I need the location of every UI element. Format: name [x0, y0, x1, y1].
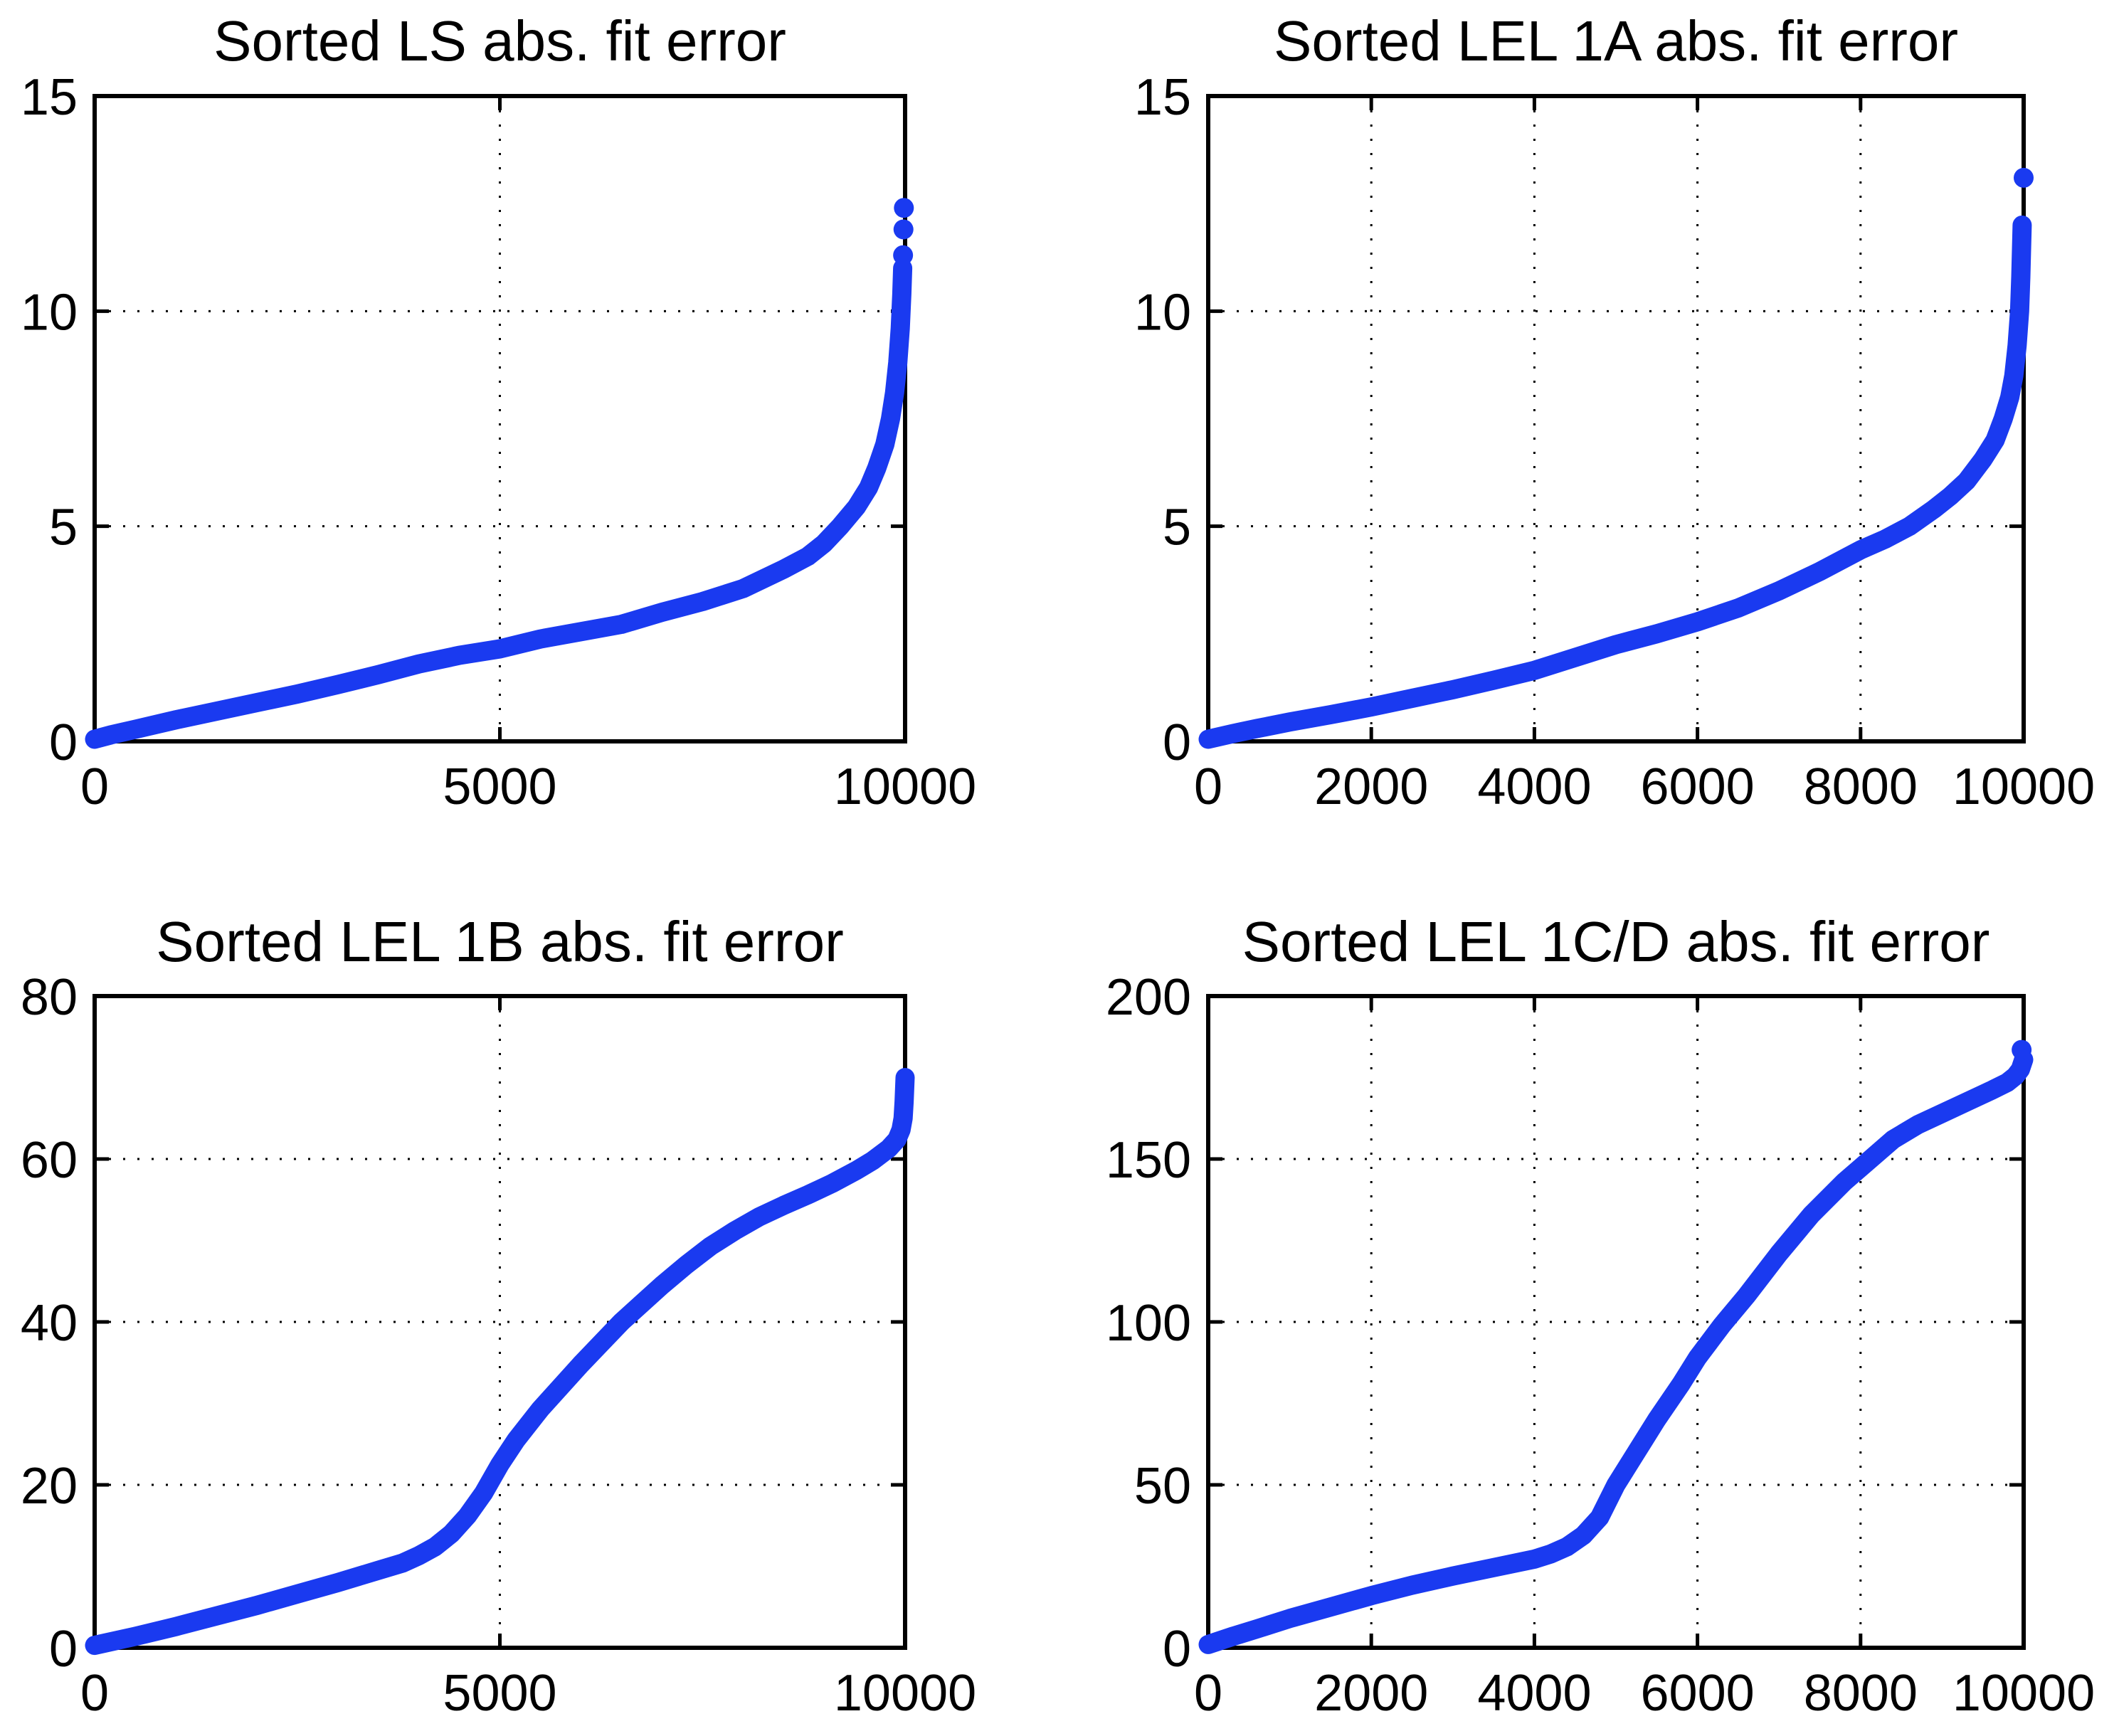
x-tick-label: 8000 [1804, 758, 1918, 815]
x-tick-label: 6000 [1641, 758, 1755, 815]
y-tick-label: 150 [1106, 1132, 1191, 1189]
y-tick-label: 0 [49, 714, 78, 771]
axes-box [1206, 994, 2026, 1650]
y-tick-label: 80 [21, 969, 78, 1026]
y-tick-label: 20 [21, 1458, 78, 1515]
y-tick-label: 5 [49, 499, 78, 556]
outlier-point [2014, 167, 2034, 188]
axes-box [1206, 94, 2026, 743]
x-tick-label: 4000 [1477, 758, 1591, 815]
outlier-point [893, 219, 914, 240]
y-tick-label: 10 [1134, 284, 1191, 341]
y-tick-label: 200 [1106, 969, 1191, 1026]
x-tick-label: 10000 [1952, 1665, 2095, 1722]
x-tick-label: 10000 [834, 758, 976, 815]
x-tick-label: 2000 [1314, 758, 1428, 815]
x-tick-label: 0 [80, 1665, 109, 1722]
outlier-point [894, 198, 914, 218]
y-tick-label: 15 [1134, 69, 1191, 126]
outlier-point [2012, 1039, 2032, 1060]
x-tick-label: 0 [80, 758, 109, 815]
x-tick-label: 4000 [1477, 1665, 1591, 1722]
y-tick-label: 40 [21, 1295, 78, 1352]
plot-lel-1b: 0 5000 10000 0 20 40 60 80 [21, 969, 976, 1722]
axes-box [93, 994, 907, 1650]
x-tick-label: 8000 [1804, 1665, 1918, 1722]
plot-title-lel-1a: Sorted LEL 1A abs. fit error [1274, 9, 1958, 73]
plot-lel-1cd: 0 2000 4000 6000 8000 10000 0 50 100 150 200 [1106, 969, 2095, 1722]
y-tick-label: 60 [21, 1132, 78, 1189]
y-tick-label: 0 [1163, 1621, 1191, 1678]
x-tick-label: 5000 [443, 758, 556, 815]
data-curve [85, 258, 913, 749]
plot-ls: 0 5000 10000 0 5 10 15 [21, 69, 976, 815]
outlier-point [893, 245, 914, 265]
x-tick-label: 0 [1194, 758, 1222, 815]
y-tick-label: 0 [1163, 714, 1191, 771]
x-tick-label: 0 [1194, 1665, 1222, 1722]
y-tick-label: 5 [1163, 499, 1191, 556]
y-tick-label: 50 [1134, 1458, 1191, 1515]
x-tick-label: 2000 [1314, 1665, 1428, 1722]
y-tick-label: 100 [1106, 1295, 1191, 1352]
x-tick-label: 5000 [443, 1665, 556, 1722]
plot-title-lel-1b: Sorted LEL 1B abs. fit error [156, 910, 844, 973]
y-tick-label: 10 [21, 284, 78, 341]
plot-lel-1a: 0 2000 4000 6000 8000 10000 0 5 10 15 [1134, 69, 2095, 815]
data-curve [85, 1068, 915, 1656]
x-tick-label: 6000 [1641, 1665, 1755, 1722]
x-tick-label: 10000 [834, 1665, 976, 1722]
x-tick-label: 10000 [1952, 758, 2095, 815]
y-tick-label: 0 [49, 1621, 78, 1678]
y-tick-label: 15 [21, 69, 78, 126]
plot-title-ls: Sorted LS abs. fit error [213, 9, 786, 73]
data-curve [1198, 1049, 2034, 1654]
data-curve [1198, 215, 2032, 749]
plot-title-lel-1cd: Sorted LEL 1C/D abs. fit error [1242, 910, 1990, 973]
